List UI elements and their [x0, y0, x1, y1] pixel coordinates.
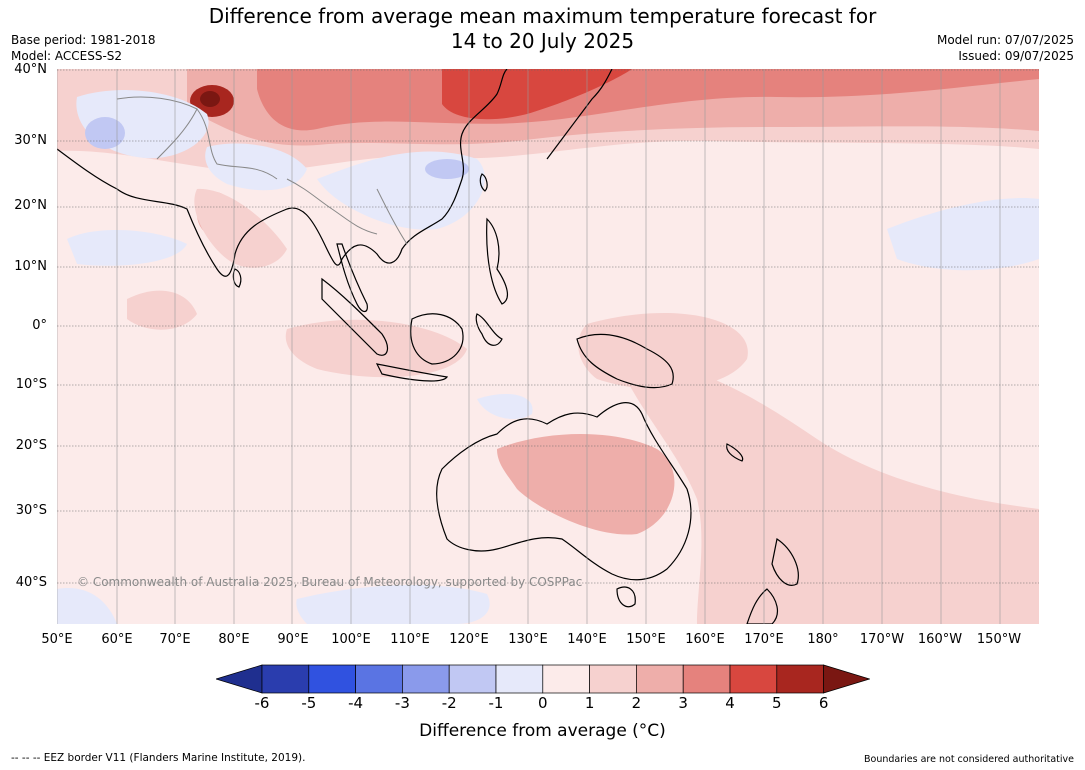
colorbar-tick-label: -6	[254, 694, 270, 712]
lon-label: 100°E	[331, 632, 371, 647]
colorbar-tick-label: 2	[631, 694, 642, 712]
lon-label: 120°E	[449, 632, 489, 647]
lat-label: 30°N	[14, 133, 47, 148]
colorbar-cell	[402, 664, 450, 694]
lon-label: 90°E	[277, 632, 309, 647]
temperature-anomaly-map	[57, 69, 1039, 624]
lat-label: 40°N	[14, 62, 47, 77]
colorbar-tick-label: 5	[772, 694, 782, 712]
colorbar-cell	[261, 664, 310, 694]
colorbar-cell	[448, 664, 497, 694]
base-period-text: Base period: 1981-2018	[11, 33, 156, 47]
lon-label: 170°E	[744, 632, 784, 647]
lon-label: 50°E	[41, 632, 73, 647]
colorbar	[216, 664, 870, 694]
colorbar-tick-label: 6	[818, 694, 829, 712]
colorbar-cell	[776, 664, 824, 694]
eez-note: -- -- -- EEZ border V11 (Flanders Marine…	[11, 752, 306, 764]
lat-label: 10°N	[14, 259, 47, 274]
colorbar-cell	[495, 664, 544, 694]
colorbar-tick-label: -3	[394, 694, 410, 712]
title-line-2: 14 to 20 July 2025	[450, 29, 635, 53]
lon-label: 60°E	[101, 632, 133, 647]
colorbar-cell	[355, 664, 403, 694]
model-info: Base period: 1981-2018 Model: ACCESS-S2	[11, 32, 156, 64]
colorbar-cell	[542, 664, 590, 694]
colorbar-cell	[729, 664, 778, 694]
model-run-text: Model run: 07/07/2025	[936, 33, 1074, 47]
lon-label: 70°E	[159, 632, 191, 647]
colorbar-tick-label: -2	[441, 694, 457, 712]
map-title: Difference from average mean maximum tem…	[0, 4, 1085, 54]
lon-label: 150°W	[976, 632, 1022, 647]
lon-label: 160°E	[685, 632, 725, 647]
lat-label: 40°S	[15, 575, 47, 590]
copyright-notice: © Commonwealth of Australia 2025, Bureau…	[77, 575, 583, 589]
graticule	[57, 69, 1001, 624]
colorbar-cell	[682, 664, 731, 694]
colorbar-tick-label: -1	[488, 694, 504, 712]
lon-label: 110°E	[390, 632, 430, 647]
colorbar-tick-label: 1	[584, 694, 595, 712]
map-area	[57, 69, 1039, 624]
lon-label: 80°E	[218, 632, 250, 647]
lat-label: 20°S	[15, 438, 47, 453]
title-line-1: Difference from average mean maximum tem…	[208, 4, 877, 28]
boundaries-note: Boundaries are not considered authoritat…	[864, 754, 1074, 765]
colorbar-cell	[308, 664, 356, 694]
colorbar-label: Difference from average (°C)	[419, 721, 666, 741]
colorbar-tick-label: -5	[301, 694, 317, 712]
colorbar-extend-low	[216, 664, 263, 694]
colorbar-tick-label: 3	[678, 694, 688, 712]
colorbar-tick-label: 0	[538, 694, 548, 712]
run-info: Model run: 07/07/2025 Issued: 09/07/2025	[937, 32, 1074, 64]
lon-label: 160°W	[917, 632, 963, 647]
colorbar-tick-label: 4	[725, 694, 735, 712]
issued-text: Issued: 09/07/2025	[958, 49, 1074, 63]
lon-label: 170°W	[859, 632, 905, 647]
colorbar-extend-high	[823, 664, 870, 694]
lon-label: 130°E	[508, 632, 548, 647]
colorbar-tick-label: -4	[348, 694, 364, 712]
lat-label: 20°N	[14, 198, 47, 213]
lon-label: 180°	[807, 632, 839, 647]
colorbar-cell	[636, 664, 684, 694]
lon-label: 140°E	[567, 632, 607, 647]
lat-label: 10°S	[15, 377, 47, 392]
lon-label: 150°E	[626, 632, 666, 647]
colorbar-cell	[589, 664, 637, 694]
model-text: Model: ACCESS-S2	[11, 49, 123, 63]
lat-label: 30°S	[15, 503, 47, 518]
lat-label: 0°	[32, 318, 47, 333]
